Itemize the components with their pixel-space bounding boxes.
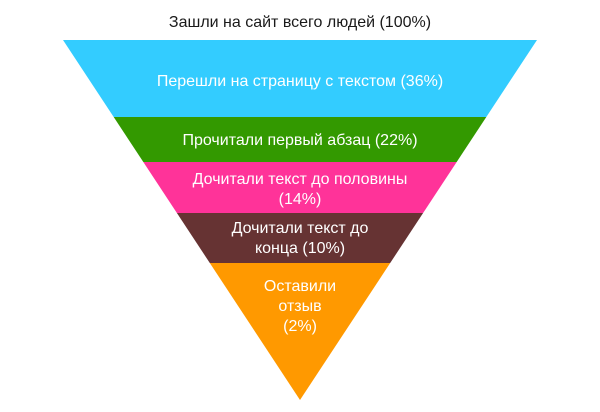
funnel-title: Зашли на сайт всего людей (100%) bbox=[169, 14, 431, 31]
funnel-stage-3 bbox=[143, 162, 457, 213]
funnel-stages: Перешли на страницу с текстом (36%) Прочи… bbox=[63, 40, 537, 400]
funnel-stage-5 bbox=[209, 263, 391, 400]
funnel-stage-5-label: Оставили bbox=[264, 278, 336, 295]
funnel-stage-4-label: Дочитали текст до bbox=[232, 220, 369, 237]
funnel-stage-3-label: Дочитали текст до половины bbox=[193, 171, 408, 188]
funnel-stage-5-label: отзыв bbox=[278, 298, 321, 315]
funnel-stage-1 bbox=[63, 40, 537, 117]
funnel-stage-1-label: Перешли на страницу с текстом (36%) bbox=[157, 73, 443, 90]
funnel-stage-3-label: (14%) bbox=[279, 191, 322, 208]
funnel-stage-4 bbox=[176, 213, 424, 263]
funnel-stage-2 bbox=[113, 117, 487, 162]
funnel-stage-2-label: Прочитали первый абзац (22%) bbox=[182, 132, 417, 149]
funnel-stage-4-label: конца (10%) bbox=[255, 240, 345, 257]
funnel-stage-5-label: (2%) bbox=[283, 318, 317, 335]
